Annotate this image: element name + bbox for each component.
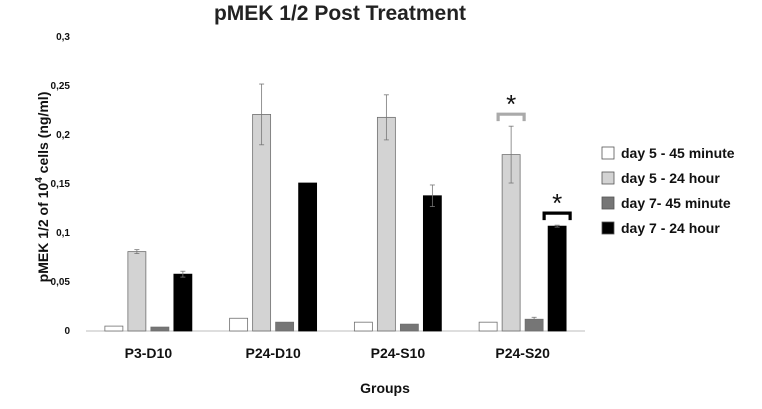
bar (547, 225, 567, 332)
bar (252, 114, 272, 332)
significance-star: * (506, 89, 516, 119)
bars (104, 114, 567, 332)
svg-text:pMEK 1/2 of 104 cells (ng/ml): pMEK 1/2 of 104 cells (ng/ml) (34, 92, 51, 283)
bar (478, 321, 498, 332)
bar (353, 321, 373, 332)
legend: day 5 - 45 minute day 5 - 24 hour day 7- 4… (601, 145, 735, 236)
y-axis-title-main: pMEK 1/2 of 10 (35, 183, 51, 283)
significance-star: * (552, 188, 562, 218)
x-tick-label: P24-D10 (245, 345, 300, 361)
y-tick-label: 0 (64, 326, 70, 337)
bar (150, 326, 170, 332)
y-tick-labels: 0 0,05 0,1 0,15 0,2 0,25 0,3 (51, 32, 71, 337)
y-axis-title: pMEK 1/2 of 104 cells (ng/ml) (34, 92, 51, 283)
significance-bracket (542, 211, 572, 221)
significance-bracket (496, 112, 526, 122)
bar (104, 325, 124, 332)
y-axis-title-tail: cells (ng/ml) (35, 92, 51, 178)
y-tick-label: 0,3 (56, 32, 70, 43)
bar (376, 116, 396, 332)
legend-swatch (601, 146, 615, 160)
legend-label: day 5 - 45 minute (621, 145, 735, 161)
bar (422, 195, 442, 332)
error-bars (134, 83, 560, 322)
bar (275, 321, 295, 332)
legend-swatch (601, 221, 615, 235)
chart-title: pMEK 1/2 Post Treatment (214, 2, 466, 25)
legend-label: day 5 - 24 hour (621, 170, 720, 186)
y-axis-title-sup: 4 (34, 177, 45, 183)
y-tick-label: 0,2 (56, 130, 70, 141)
y-tick-label: 0,1 (56, 228, 70, 239)
bar (229, 317, 249, 332)
x-axis-title: Groups (360, 380, 410, 396)
x-tick-label: P24-S20 (495, 345, 550, 361)
legend-label: day 7- 45 minute (621, 195, 731, 211)
bar (127, 251, 147, 332)
y-tick-label: 0,15 (51, 179, 71, 190)
y-tick-label: 0,25 (51, 81, 71, 92)
y-tick-label: 0,05 (51, 277, 71, 288)
legend-swatch (601, 171, 615, 185)
bar (298, 182, 318, 332)
significance-markers: ** (496, 89, 572, 221)
legend-label: day 7 - 24 hour (621, 220, 720, 236)
legend-swatch (601, 196, 615, 210)
x-tick-label: P3-D10 (125, 345, 173, 361)
bar (399, 323, 419, 332)
x-tick-labels: P3-D10 P24-D10 P24-S10 P24-S20 (125, 345, 550, 361)
bar (173, 273, 193, 332)
x-tick-label: P24-S10 (371, 345, 426, 361)
